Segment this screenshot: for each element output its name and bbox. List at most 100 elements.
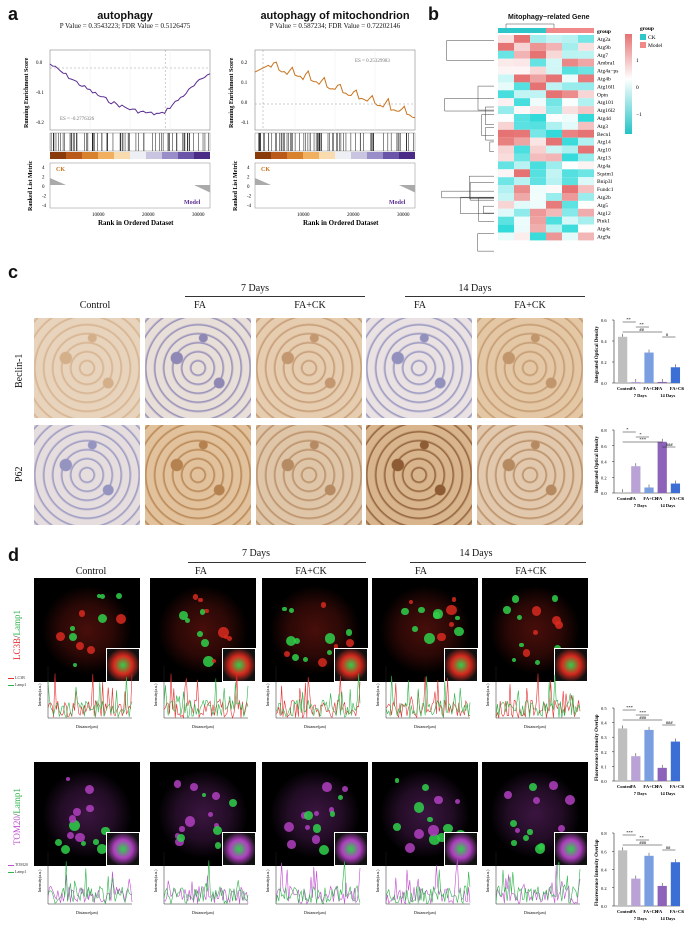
legend-title: group	[640, 26, 654, 32]
heatmap-cell	[530, 121, 546, 130]
heatmap-cell	[546, 106, 562, 114]
cell-blob	[408, 599, 413, 605]
heatmap-cell	[530, 216, 546, 225]
heatmap-cell	[578, 200, 594, 209]
bar	[644, 352, 654, 383]
heatmap-cell	[578, 185, 594, 193]
ihc-micrograph	[477, 425, 583, 525]
y-tick-label: 0.6	[601, 318, 607, 323]
group-cell	[546, 28, 562, 33]
x-tick-label: FA	[630, 909, 636, 914]
ihc-micrograph	[366, 425, 472, 525]
ihc-micrograph	[477, 318, 583, 418]
heatmap-cell	[530, 66, 546, 75]
profile-line	[47, 871, 133, 904]
cell-blob	[294, 638, 301, 645]
cell-blob	[527, 829, 533, 835]
x-tick-label: 30000	[192, 213, 205, 218]
profile-y-label: Intensity(a.u.)	[485, 683, 490, 706]
cell-blob	[328, 807, 335, 814]
rank-color-bar	[178, 152, 194, 159]
cell-blob	[73, 662, 78, 667]
cell-blob	[217, 627, 229, 639]
y-tick-label: 0.0	[36, 61, 43, 66]
heatmap-cell	[498, 153, 514, 162]
zoom-inset	[222, 832, 256, 866]
divider	[405, 296, 585, 297]
rank-color-bar	[287, 152, 303, 159]
dendrogram-branch	[485, 127, 494, 141]
heatmap-cell	[514, 193, 530, 201]
heatmap-cell	[562, 153, 578, 162]
legend-label: LC3B	[15, 675, 25, 680]
cell-blob	[60, 844, 71, 855]
cell-blob	[85, 784, 95, 794]
heatmap-cell	[562, 137, 578, 146]
x-tick-label: FA	[630, 784, 636, 789]
dendrogram-branch	[477, 233, 494, 252]
x-tick-label: Control	[617, 386, 633, 391]
cell-blob	[178, 611, 188, 620]
rank-color-bar	[383, 152, 399, 159]
heatmap-cell	[578, 74, 594, 83]
dendrogram-branch	[483, 205, 494, 214]
x-tick-label: FA+CK	[670, 784, 684, 789]
heatmap-cell	[514, 232, 530, 241]
cell-blob	[184, 617, 190, 623]
heatmap-cell	[578, 153, 594, 162]
cell-blob	[503, 606, 511, 614]
gene-label: Sqstm1	[597, 171, 614, 177]
group-cell	[578, 28, 594, 33]
heatmap-cell	[530, 200, 546, 209]
gene-label: Ambra1	[597, 61, 615, 67]
y-tick-label: 0.1	[601, 764, 607, 769]
heatmap-cell	[514, 224, 530, 233]
bar	[618, 850, 628, 906]
sig-label: ###	[666, 442, 674, 447]
heatmap-cell	[514, 129, 530, 138]
es-label: ES = 0.25329983	[355, 59, 390, 64]
heatmap-cell	[498, 161, 514, 170]
heatmap-cell	[578, 58, 594, 67]
bar	[657, 441, 667, 493]
y-axis-label: Fluorescence Intensity Overlap	[595, 714, 600, 781]
cell-blob	[514, 827, 521, 833]
legend-swatch	[640, 34, 646, 40]
heatmap-cell	[514, 208, 530, 217]
sig-label: *	[626, 427, 629, 432]
bar	[657, 767, 667, 781]
heatmap-cell	[498, 42, 514, 51]
gene-label: Atg16l2	[597, 108, 615, 114]
heatmap-cell	[514, 98, 530, 107]
heatmap-cell	[562, 224, 578, 233]
profile-y-label: Intensity(a.u.)	[265, 683, 270, 706]
cell-blob	[345, 629, 353, 636]
y-tick-label: 0.2	[601, 886, 607, 891]
x-tick-label: Control	[617, 496, 633, 501]
model-label: Model	[389, 200, 406, 206]
heatmap-cell	[530, 153, 546, 162]
heatmap-cell	[514, 114, 530, 122]
cell-blob	[445, 604, 457, 616]
profile-y-label: Intensity(a.u.)	[485, 869, 490, 892]
cell-blob	[115, 614, 126, 625]
heatmap-cell	[578, 35, 594, 43]
dendrogram-branch	[469, 175, 494, 199]
cell-blob	[404, 842, 415, 853]
heatmap-cell	[578, 216, 594, 225]
ihc-col-faCK-14d: FA+CK	[514, 300, 546, 311]
gene-label: Atg4d	[597, 116, 611, 122]
y-tick-label: 0.6	[601, 849, 607, 854]
gene-label: Atg101	[597, 100, 614, 106]
dendrogram-branch	[477, 85, 494, 111]
rl-tick-label: 0	[247, 185, 250, 190]
heatmap-cell	[530, 58, 546, 67]
gsea-title: autophagy of mitochondrion	[260, 10, 410, 22]
heatmap-cell	[562, 232, 578, 241]
heatmap-cell	[498, 200, 514, 209]
profile-line	[163, 678, 249, 719]
legend-label: Model	[648, 43, 663, 49]
rank-color-bar	[303, 152, 319, 159]
bar	[631, 756, 641, 781]
heatmap-cell	[562, 35, 578, 43]
